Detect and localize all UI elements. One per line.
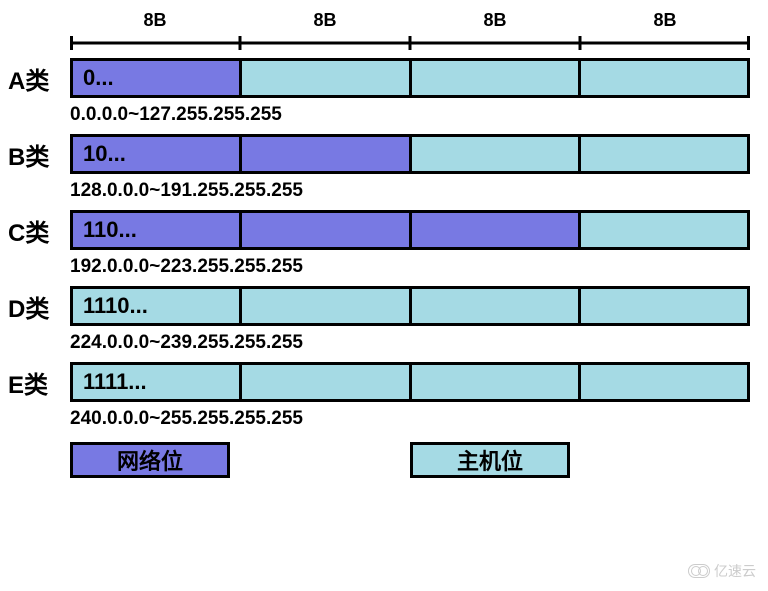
cloud-icon xyxy=(688,564,710,578)
watermark-text: 亿速云 xyxy=(714,561,756,581)
host-segment: 1111... xyxy=(73,365,242,399)
net-segment xyxy=(242,213,411,247)
class-label: B类 xyxy=(8,137,70,172)
class-bar: 110... xyxy=(70,210,750,250)
legend: 网络位 主机位 xyxy=(70,442,758,478)
class-range: 128.0.0.0~191.255.255.255 xyxy=(70,180,758,202)
host-segment xyxy=(412,365,581,399)
class-label: A类 xyxy=(8,61,70,96)
host-segment xyxy=(412,289,581,323)
legend-host: 主机位 xyxy=(410,442,570,478)
net-segment: 0... xyxy=(73,61,242,95)
class-bar: 10... xyxy=(70,134,750,174)
host-segment xyxy=(412,137,581,171)
ruler-label: 8B xyxy=(70,10,240,31)
class-label: C类 xyxy=(8,213,70,248)
host-segment xyxy=(581,137,747,171)
net-segment: 10... xyxy=(73,137,242,171)
class-row-b: B类 10... xyxy=(8,134,758,174)
host-segment xyxy=(412,61,581,95)
host-segment xyxy=(581,213,747,247)
net-segment xyxy=(242,137,411,171)
class-label: D类 xyxy=(8,289,70,324)
class-row-c: C类 110... xyxy=(8,210,758,250)
ruler-label: 8B xyxy=(410,10,580,31)
class-bar: 1110... xyxy=(70,286,750,326)
host-segment xyxy=(581,289,747,323)
ruler-label: 8B xyxy=(240,10,410,31)
host-segment xyxy=(581,365,747,399)
ruler-labels: 8B 8B 8B 8B xyxy=(70,10,750,31)
host-segment: 1110... xyxy=(73,289,242,323)
class-range: 240.0.0.0~255.255.255.255 xyxy=(70,408,758,430)
ruler: 8B 8B 8B 8B xyxy=(70,10,750,50)
host-segment xyxy=(581,61,747,95)
net-segment xyxy=(412,213,581,247)
watermark: 亿速云 xyxy=(688,561,756,581)
ruler-label: 8B xyxy=(580,10,750,31)
class-bar: 1111... xyxy=(70,362,750,402)
ruler-line xyxy=(70,36,750,50)
class-row-e: E类 1111... xyxy=(8,362,758,402)
class-row-a: A类 0... xyxy=(8,58,758,98)
host-segment xyxy=(242,289,411,323)
net-segment: 110... xyxy=(73,213,242,247)
class-label: E类 xyxy=(8,365,70,400)
class-range: 192.0.0.0~223.255.255.255 xyxy=(70,256,758,278)
class-bar: 0... xyxy=(70,58,750,98)
class-range: 0.0.0.0~127.255.255.255 xyxy=(70,104,758,126)
class-range: 224.0.0.0~239.255.255.255 xyxy=(70,332,758,354)
class-row-d: D类 1110... xyxy=(8,286,758,326)
legend-network: 网络位 xyxy=(70,442,230,478)
host-segment xyxy=(242,61,411,95)
host-segment xyxy=(242,365,411,399)
